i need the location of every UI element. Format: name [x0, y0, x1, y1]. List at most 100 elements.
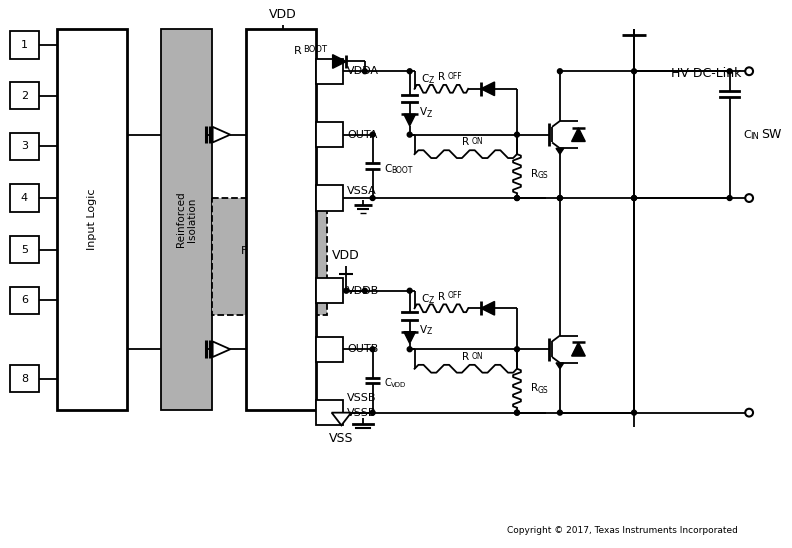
Bar	[246, 29, 316, 410]
Circle shape	[370, 410, 375, 415]
Circle shape	[363, 288, 367, 293]
Text: ON: ON	[471, 352, 483, 361]
Text: VDD: VDD	[269, 9, 297, 21]
Text: Z: Z	[426, 327, 432, 336]
Circle shape	[370, 132, 375, 137]
Polygon shape	[332, 413, 351, 425]
Polygon shape	[481, 82, 494, 96]
Circle shape	[558, 69, 562, 73]
Text: VSSB: VSSB	[347, 408, 377, 418]
Text: BOOT: BOOT	[391, 166, 413, 175]
Text: VDD: VDD	[391, 383, 406, 389]
Polygon shape	[404, 114, 416, 126]
Bar	[316, 278, 344, 304]
Circle shape	[370, 347, 375, 352]
Text: VDDB: VDDB	[347, 286, 379, 296]
Text: Z: Z	[426, 110, 432, 119]
Polygon shape	[556, 149, 564, 154]
Text: BOOT: BOOT	[303, 45, 327, 54]
Text: 16: 16	[322, 66, 337, 76]
Polygon shape	[212, 341, 230, 357]
Text: VDDA: VDDA	[347, 66, 379, 76]
Text: C: C	[421, 294, 428, 304]
Bar	[316, 400, 344, 425]
Circle shape	[515, 410, 520, 415]
Circle shape	[515, 410, 520, 415]
Bar	[56, 29, 127, 410]
Text: C: C	[384, 164, 392, 174]
Text: OUTA: OUTA	[347, 130, 378, 140]
Bar	[10, 31, 39, 59]
Circle shape	[407, 288, 412, 293]
Bar	[316, 336, 344, 362]
Circle shape	[344, 288, 348, 293]
Circle shape	[363, 69, 367, 73]
Text: 3: 3	[21, 141, 28, 151]
Text: HV DC-Link: HV DC-Link	[671, 67, 741, 79]
Bar	[10, 133, 39, 160]
Text: 2: 2	[21, 90, 28, 101]
Bar	[316, 122, 344, 147]
Circle shape	[631, 69, 637, 73]
Circle shape	[631, 196, 637, 201]
Text: ON: ON	[471, 137, 483, 146]
Text: IN: IN	[750, 132, 759, 141]
Text: Reinforced
Isolation: Reinforced Isolation	[176, 192, 197, 247]
Polygon shape	[572, 128, 585, 141]
Polygon shape	[556, 363, 564, 369]
Circle shape	[407, 132, 412, 137]
Circle shape	[370, 196, 375, 201]
Circle shape	[407, 69, 412, 73]
Circle shape	[631, 196, 637, 201]
Text: R: R	[438, 292, 445, 301]
Text: VSSA: VSSA	[347, 186, 377, 196]
Circle shape	[515, 196, 520, 201]
Text: R: R	[294, 46, 302, 56]
Text: GS: GS	[538, 386, 548, 395]
Text: 15: 15	[322, 130, 337, 140]
Text: SW: SW	[761, 128, 781, 141]
Text: Z: Z	[428, 77, 433, 85]
Text: C: C	[743, 130, 751, 140]
Circle shape	[727, 69, 732, 73]
Text: OFF: OFF	[447, 291, 463, 300]
Circle shape	[515, 347, 520, 352]
Text: 1: 1	[21, 40, 28, 50]
Bar	[211, 198, 327, 315]
Text: 10: 10	[322, 344, 337, 354]
Text: 11: 11	[322, 286, 337, 296]
Circle shape	[515, 132, 520, 137]
Circle shape	[407, 347, 412, 352]
Text: 14: 14	[322, 193, 337, 203]
Text: C: C	[384, 378, 391, 389]
Bar	[161, 29, 211, 410]
Polygon shape	[481, 301, 494, 315]
Text: Input Logic: Input Logic	[86, 189, 97, 250]
Polygon shape	[333, 55, 346, 68]
Text: R: R	[438, 72, 445, 82]
Bar	[10, 236, 39, 264]
Text: 9: 9	[326, 408, 333, 418]
Text: R: R	[531, 169, 538, 179]
Text: R: R	[462, 138, 469, 147]
Circle shape	[558, 410, 562, 415]
Bar	[10, 82, 39, 109]
Text: 6: 6	[21, 295, 28, 305]
Text: C: C	[421, 74, 428, 84]
Text: R: R	[462, 352, 469, 362]
Bar	[10, 184, 39, 212]
Bar	[316, 59, 344, 84]
Circle shape	[727, 196, 732, 201]
Circle shape	[631, 410, 637, 415]
Polygon shape	[404, 332, 416, 344]
Text: 8: 8	[21, 374, 28, 384]
Text: Z: Z	[428, 296, 433, 305]
Text: Copyright © 2017, Texas Instruments Incorporated: Copyright © 2017, Texas Instruments Inco…	[507, 526, 738, 535]
Text: OFF: OFF	[447, 72, 463, 81]
Text: VSSB: VSSB	[347, 393, 377, 403]
Text: VDD: VDD	[333, 249, 360, 262]
Text: VSS: VSS	[329, 432, 354, 445]
Text: R: R	[531, 383, 538, 393]
Circle shape	[558, 196, 562, 201]
Text: 5: 5	[21, 245, 28, 255]
